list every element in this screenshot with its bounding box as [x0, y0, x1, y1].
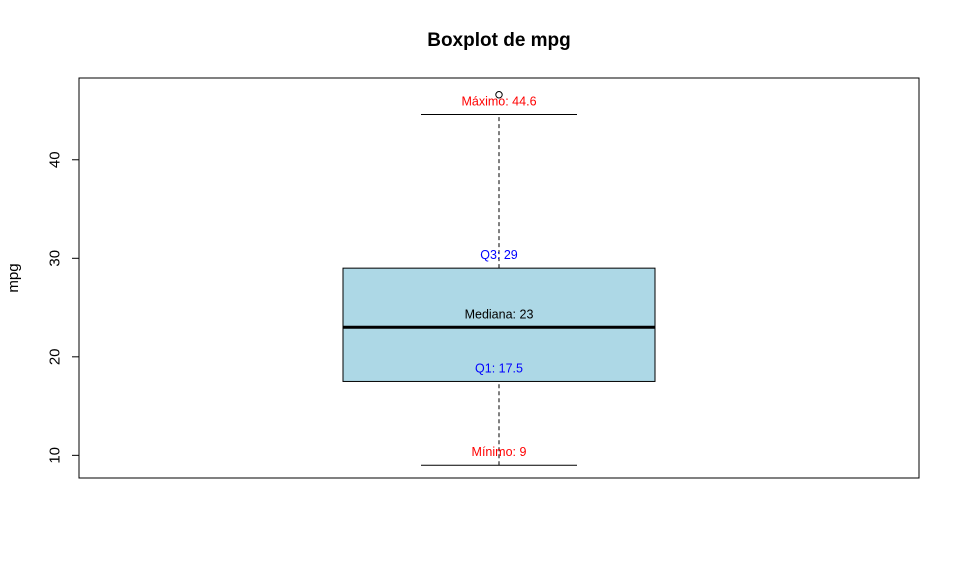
outlier-point	[495, 91, 503, 99]
y-tick-label: 40	[47, 151, 64, 168]
boxplot	[342, 91, 656, 466]
annotation-q3: Q3: 29	[480, 248, 518, 262]
annotation-median: Mediana: 23	[465, 307, 534, 321]
y-tick-label: 30	[47, 250, 64, 267]
y-tick-label: 20	[47, 348, 64, 365]
annotations: Máximo: 44.6 Q3: 29 Mediana: 23 Q1: 17.5 Mín…	[461, 94, 536, 459]
annotation-min: Mínimo: 9	[472, 445, 527, 459]
chart-title: Boxplot de mpg	[427, 30, 571, 51]
y-axis: 10 20 30 40	[47, 151, 80, 464]
annotation-max: Máximo: 44.6	[461, 94, 536, 108]
annotation-q1: Q1: 17.5	[475, 361, 523, 375]
y-tick-label: 10	[47, 447, 64, 464]
iqr-box	[342, 267, 656, 382]
y-axis-label: mpg	[5, 263, 22, 292]
